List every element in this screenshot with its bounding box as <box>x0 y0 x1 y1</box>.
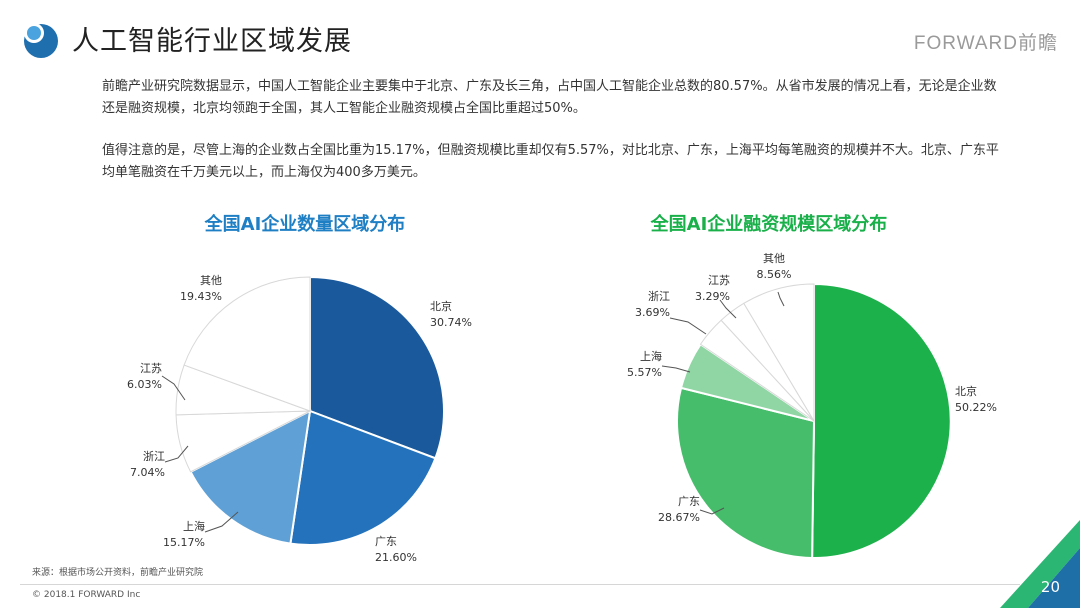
slice-value-funding-4: 3.29% <box>695 290 730 303</box>
slice-value-funding-3: 3.69% <box>635 306 670 319</box>
pie-slice-funding-0 <box>811 282 952 559</box>
slice-label-count-5: 其他 <box>200 274 222 287</box>
slice-label-funding-0: 北京 <box>955 384 977 398</box>
pie-count: 北京 30.74% 广东 21.60% 上海 15.17% 浙江 7.04% 江苏 6.03% 其他… <box>127 274 472 564</box>
page-title: 人工智能行业区域发展 <box>72 26 352 57</box>
brand-logo: FORWARD前瞻 <box>913 33 1058 54</box>
slice-value-count-0: 30.74% <box>430 316 472 329</box>
corner-dark-block <box>1028 548 1080 608</box>
pie-slice-count-0 <box>309 275 445 460</box>
slice-label-funding-5: 其他 <box>763 252 785 265</box>
slice-value-funding-2: 5.57% <box>627 366 662 379</box>
leader-line-count-4 <box>161 375 186 401</box>
corner-green-band <box>1000 520 1080 608</box>
slice-value-funding-5: 8.56% <box>757 268 792 281</box>
slice-label-funding-1: 广东 <box>678 495 700 508</box>
footer-divider <box>20 584 1020 585</box>
pie-funding: 北京 50.22% 广东 28.67% 上海 5.57% 浙江 3.69% 江苏 3.29% 其他 8… <box>627 252 997 560</box>
leader-line-funding-1 <box>699 507 725 515</box>
pie-slice-funding-5 <box>743 283 815 423</box>
slice-label-count-3: 浙江 <box>143 450 165 463</box>
logo-circle-icon <box>24 23 58 58</box>
slice-value-count-4: 6.03% <box>127 378 162 391</box>
slice-value-count-1: 21.60% <box>375 551 417 564</box>
leader-line-funding-5 <box>777 291 785 307</box>
slice-value-count-2: 15.17% <box>163 536 205 549</box>
slice-label-funding-4: 江苏 <box>708 274 730 287</box>
paragraph-2: 值得注意的是，尽管上海的企业数占全国比重为15.17%，但融资规模比重却仅有5.… <box>102 143 999 180</box>
leader-line-funding-4 <box>719 299 737 319</box>
slice-value-count-3: 7.04% <box>130 466 165 479</box>
slice-label-funding-2: 上海 <box>640 349 662 363</box>
leader-line-funding-3 <box>669 317 707 335</box>
slice-value-count-5: 19.43% <box>180 290 222 303</box>
slice-label-count-2: 上海 <box>183 519 205 533</box>
page-number: 20 <box>1040 578 1060 596</box>
source-note: 来源：根据市场公开资料，前瞻产业研究院 <box>32 568 204 578</box>
slice-label-count-0: 北京 <box>430 299 452 313</box>
slice-label-count-4: 江苏 <box>140 362 162 375</box>
slice-label-count-1: 广东 <box>375 535 397 548</box>
pie-slice-funding-1 <box>676 386 816 560</box>
leader-line-funding-2 <box>661 365 691 373</box>
slice-label-funding-3: 浙江 <box>648 290 670 303</box>
pie-slice-count-2 <box>189 409 312 545</box>
leader-line-count-2 <box>204 511 239 533</box>
copyright: © 2018.1 FORWARD Inc <box>32 590 141 600</box>
paragraph-1: 前瞻产业研究院数据显示，中国人工智能企业主要集中于北京、广东及长三角，占中国人工… <box>102 79 997 116</box>
slice-value-funding-1: 28.67% <box>658 511 700 524</box>
chart-title-count: 全国AI企业数量区域分布 <box>204 214 406 235</box>
slice-value-funding-0: 50.22% <box>955 401 997 414</box>
pie-slice-count-5 <box>183 276 311 412</box>
pie-slice-count-1 <box>289 409 437 546</box>
leader-line-count-3 <box>164 445 189 463</box>
chart-title-funding: 全国AI企业融资规模区域分布 <box>650 214 888 235</box>
